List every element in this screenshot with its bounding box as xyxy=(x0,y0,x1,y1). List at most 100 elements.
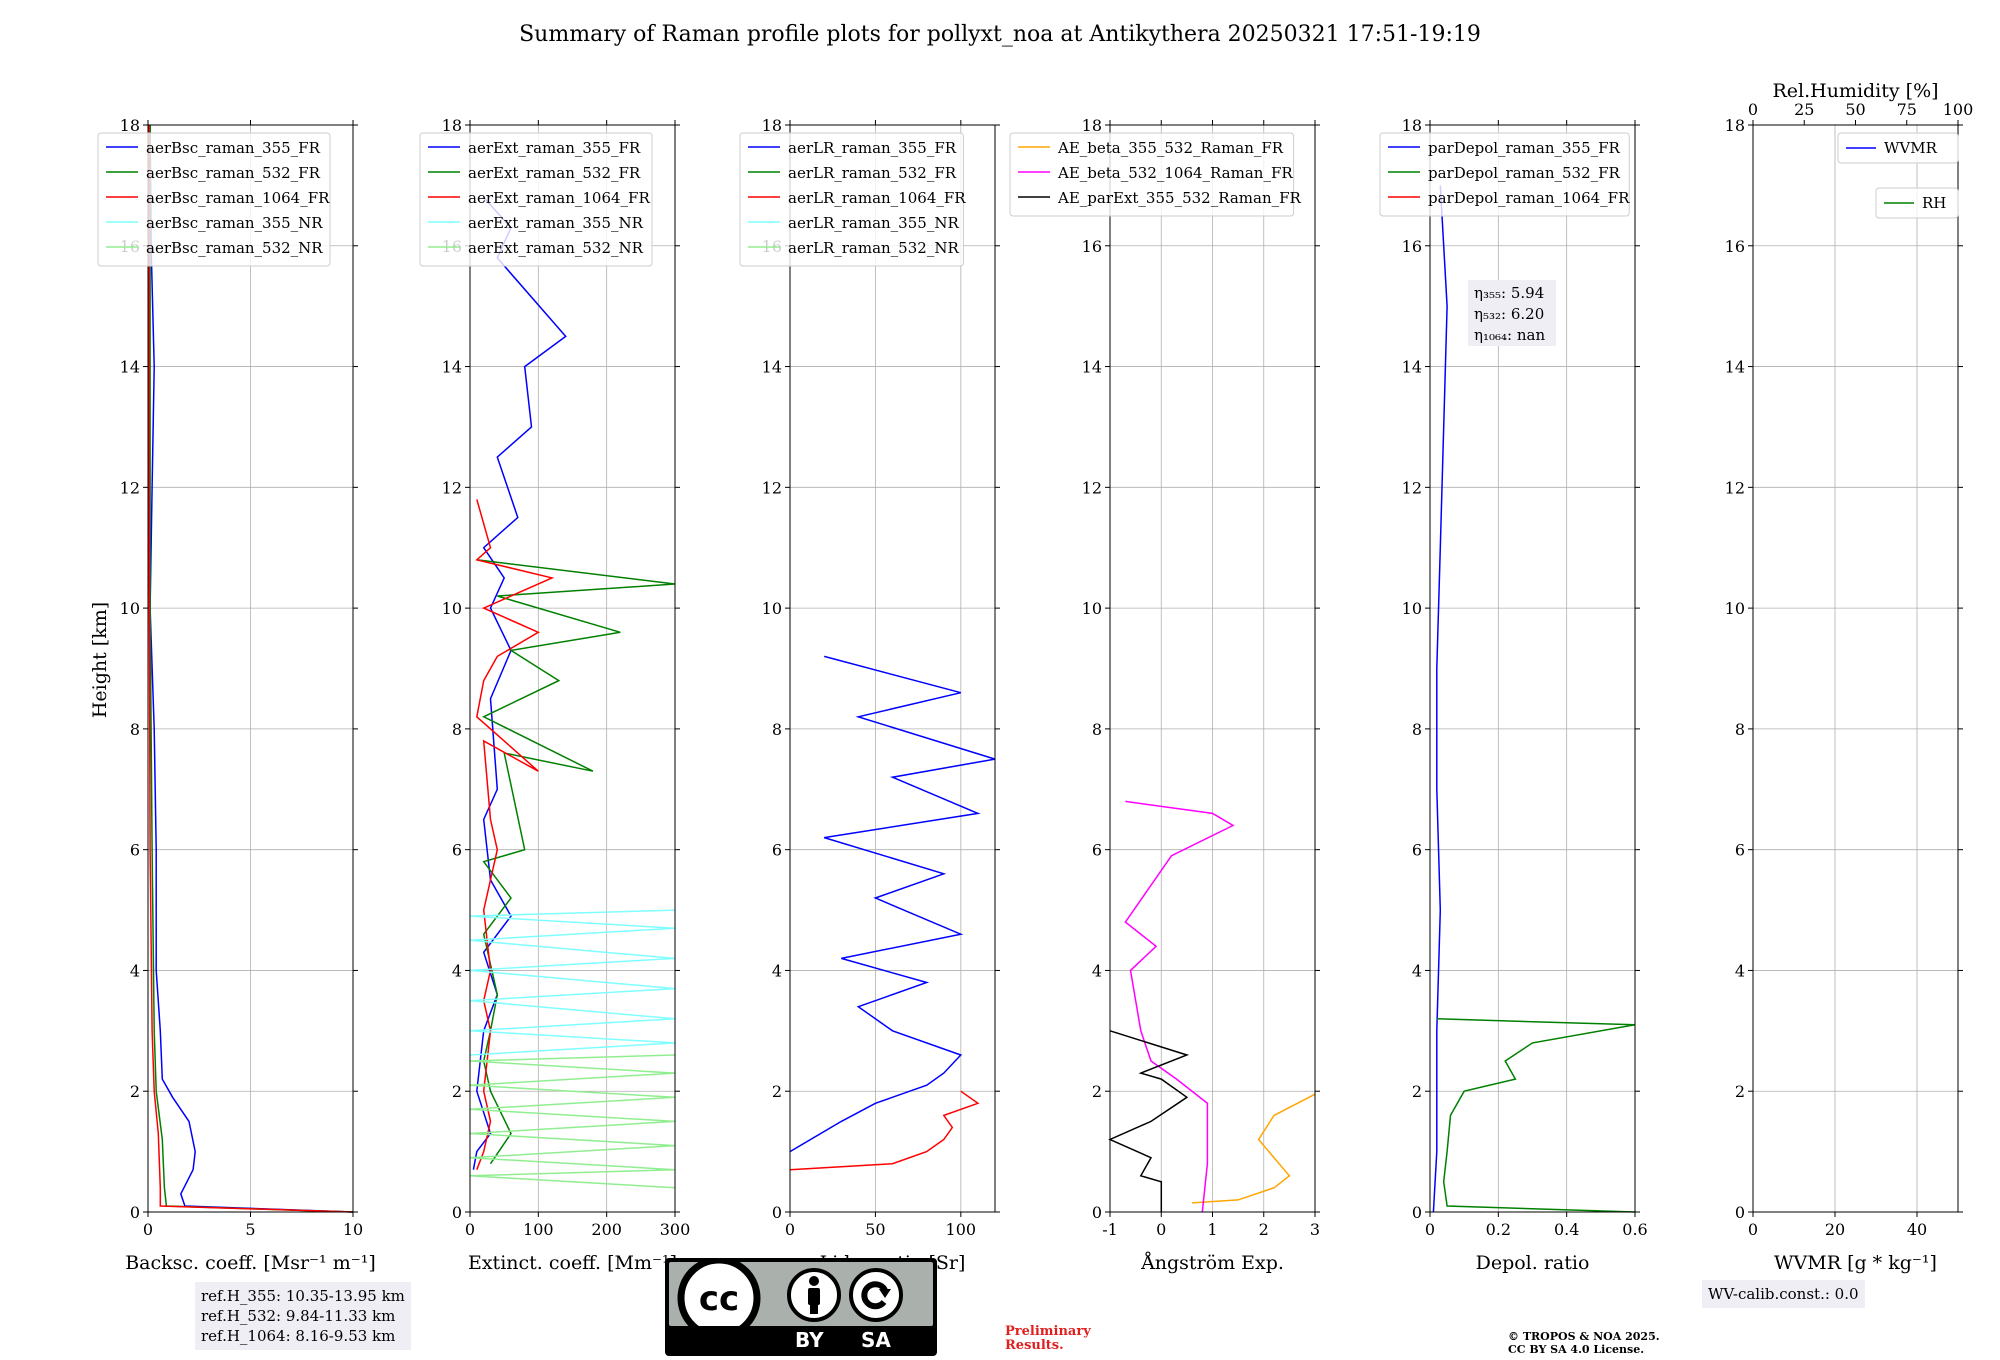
ref-h-1064: ref.H_1064: 8.16-9.53 km xyxy=(201,1327,396,1345)
y-tick-label: 0 xyxy=(1735,1203,1745,1222)
series-line-1 xyxy=(472,196,567,1170)
x-axis-label: Depol. ratio xyxy=(1476,1252,1590,1274)
panel-5: 0 2 4 6 8 10 12 14 16 18 0 0.2 0.4 0.6 Depol. ratio η₃₅… xyxy=(1379,116,1648,1274)
y-tick-label: 12 xyxy=(1402,478,1422,497)
x-tick-label: 0 xyxy=(1156,1220,1166,1239)
legend-label: parDepol_raman_355_FR xyxy=(1428,139,1621,157)
axes-frame xyxy=(469,124,676,1213)
legend-label: aerLR_raman_355_FR xyxy=(788,139,957,157)
x-tick-label: 50 xyxy=(865,1220,885,1239)
legend-label: aerExt_raman_355_NR xyxy=(468,214,644,232)
x-axis-label: Ångström Exp. xyxy=(1140,1252,1284,1274)
y-tick-label: 16 xyxy=(1725,237,1745,256)
legend-label: RH xyxy=(1922,194,1946,212)
y-tick-label: 6 xyxy=(1412,841,1422,860)
ref-h-532: ref.H_532: 9.84-11.33 km xyxy=(201,1307,396,1325)
preliminary-note: Preliminary Results. xyxy=(1005,1325,1091,1353)
y-tick-label: 12 xyxy=(762,478,782,497)
x-tick-label: 100 xyxy=(523,1220,554,1239)
y-tick-label: 18 xyxy=(1402,116,1422,135)
legend-label: aerLR_raman_532_FR xyxy=(788,164,957,182)
y-axis-label: Height [km] xyxy=(89,601,111,719)
x-tick-label: 200 xyxy=(591,1220,622,1239)
y-tick-label: 14 xyxy=(1402,358,1422,377)
y-tick-label: 4 xyxy=(452,961,462,980)
legend-label: aerBsc_raman_355_FR xyxy=(146,139,321,157)
y-tick-label: 0 xyxy=(452,1203,462,1222)
figure-title: Summary of Raman profile plots for polly… xyxy=(519,22,1481,47)
legend-label: WVMR xyxy=(1884,139,1938,157)
x-tick-label: 0 xyxy=(465,1220,475,1239)
legend-box xyxy=(1379,132,1630,217)
legend-label: aerLR_raman_355_NR xyxy=(788,214,959,232)
annotation-text: η₃₅₅: 5.94 xyxy=(1474,284,1544,302)
top-x-axis-label: Rel.Humidity [%] xyxy=(1772,80,1938,102)
top-x-tick-label: 75 xyxy=(1897,100,1917,119)
x-tick-label: 0 xyxy=(143,1220,153,1239)
legend-label: aerBsc_raman_532_FR xyxy=(146,164,321,182)
y-tick-label: 2 xyxy=(1735,1082,1745,1101)
axes-frame xyxy=(1429,124,1636,1213)
x-tick-label: 10 xyxy=(343,1220,363,1239)
series-line-2 xyxy=(149,125,354,1213)
y-tick-label: 12 xyxy=(442,478,462,497)
annotation-box xyxy=(1468,280,1556,346)
series-line-3 xyxy=(1108,1030,1190,1212)
x-tick-label: 20 xyxy=(1825,1220,1845,1239)
y-tick-label: 4 xyxy=(130,961,140,980)
y-tick-label: 6 xyxy=(452,841,462,860)
legend-label: aerBsc_raman_355_NR xyxy=(146,214,323,232)
y-tick-label: 10 xyxy=(762,599,782,618)
y-tick-label: 14 xyxy=(120,358,140,377)
y-tick-label: 8 xyxy=(772,720,782,739)
copyright-line-1: © TROPOS & NOA 2025. xyxy=(1508,1330,1660,1343)
y-tick-label: 8 xyxy=(1735,720,1745,739)
annotation-text: η₁₀₆₄: nan xyxy=(1474,326,1545,344)
copyright-note: © TROPOS & NOA 2025. CC BY SA 4.0 Licens… xyxy=(1508,1330,1660,1356)
y-tick-label: 12 xyxy=(1725,478,1745,497)
legend-box xyxy=(419,132,653,267)
share-alike-icon xyxy=(849,1268,903,1322)
legend-box xyxy=(739,132,964,267)
legend-label: AE_beta_355_532_Raman_FR xyxy=(1057,139,1284,157)
y-tick-label: 18 xyxy=(442,116,462,135)
legend-label: aerLR_raman_1064_FR xyxy=(788,189,966,207)
axes-frame xyxy=(1752,124,1959,1213)
x-tick-label: -1 xyxy=(1102,1220,1118,1239)
legend-box xyxy=(1009,132,1295,217)
y-tick-label: 14 xyxy=(442,358,462,377)
legend-label: aerExt_raman_355_FR xyxy=(468,139,641,157)
series-line-4 xyxy=(469,909,676,1056)
y-tick-label: 6 xyxy=(1092,841,1102,860)
top-x-tick-label: 0 xyxy=(1748,100,1758,119)
wv-calib-box: WV-calib.const.: 0.0 xyxy=(1702,1280,1865,1308)
y-tick-label: 10 xyxy=(1402,599,1422,618)
y-tick-label: 16 xyxy=(1082,237,1102,256)
x-tick-label: 0.6 xyxy=(1622,1220,1647,1239)
cc-by-label: BY xyxy=(795,1328,824,1352)
x-axis-label: Extinct. coeff. [Mm⁻¹] xyxy=(468,1252,677,1274)
series-line-3 xyxy=(789,1090,980,1171)
cc-license-badge[interactable]: cc BY SA xyxy=(665,1256,937,1356)
series-line-1 xyxy=(1432,185,1448,1213)
y-tick-label: 12 xyxy=(1082,478,1102,497)
legend-label: aerBsc_raman_532_NR xyxy=(146,239,323,257)
annotation-text: η₅₃₂: 6.20 xyxy=(1474,305,1544,323)
preliminary-line-2: Results. xyxy=(1005,1338,1064,1353)
y-tick-label: 0 xyxy=(1092,1203,1102,1222)
y-tick-label: 4 xyxy=(772,961,782,980)
reference-height-box: ref.H_355: 10.35-13.95 km ref.H_532: 9.8… xyxy=(195,1282,411,1350)
y-tick-label: 14 xyxy=(762,358,782,377)
y-tick-label: 4 xyxy=(1735,961,1745,980)
y-tick-label: 2 xyxy=(452,1082,462,1101)
y-tick-label: 8 xyxy=(130,720,140,739)
x-tick-label: 0.4 xyxy=(1554,1220,1579,1239)
legend-label: aerExt_raman_532_NR xyxy=(468,239,644,257)
legend-box xyxy=(97,132,331,267)
x-tick-label: 5 xyxy=(245,1220,255,1239)
top-x-tick-label: 25 xyxy=(1794,100,1814,119)
series-line-1 xyxy=(149,124,354,1213)
series-line-3 xyxy=(148,125,354,1213)
panel-3: 024681012141618050100Lidar ratio [Sr]aer… xyxy=(739,116,1000,1274)
